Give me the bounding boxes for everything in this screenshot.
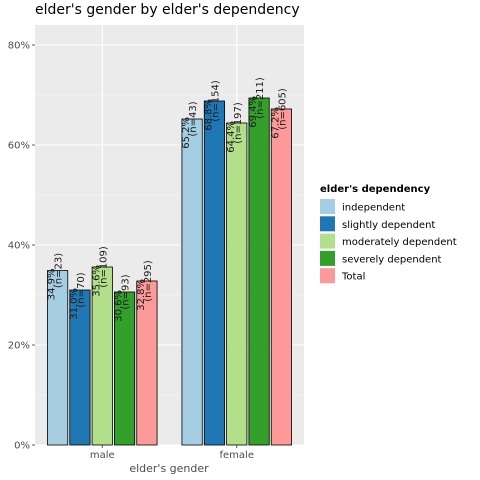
bar (226, 122, 248, 446)
bar (47, 270, 69, 446)
bar-n-label: (n=109) (98, 246, 109, 288)
bar (181, 118, 203, 446)
bar (136, 280, 158, 446)
y-tick-label: 20% (8, 341, 30, 352)
bar-labels: 34.9%(n=23)65.2%(n=43)31.0%(n=70)68.8%(n… (47, 77, 289, 322)
bar (270, 108, 292, 446)
bar-n-label: (n=43) (188, 101, 199, 136)
legend-label: slightly dependent (342, 220, 435, 231)
x-axis-title: elder's gender (129, 462, 209, 475)
bar-n-label: (n=605) (277, 88, 288, 130)
bar-pct-label: 35.6% (91, 265, 102, 297)
bar-n-label: (n=23) (54, 253, 65, 288)
bar-pct-label: 34.9% (47, 269, 58, 301)
bar (69, 289, 91, 446)
bar-n-label: (n=197) (233, 102, 244, 144)
legend-title: elder's dependency (320, 184, 431, 195)
legend-swatch (320, 268, 335, 284)
y-tick-label: 60% (8, 141, 30, 152)
legend-label: independent (342, 203, 405, 214)
legend-swatch (320, 233, 335, 249)
bar-pct-label: 67.2% (270, 107, 281, 139)
y-tick-label: 40% (8, 241, 30, 252)
bar-pct-label: 32.8% (136, 279, 147, 311)
bar-n-label: (n=295) (143, 260, 154, 302)
legend-label: moderately dependent (342, 237, 457, 248)
bar-n-label: (n=211) (255, 77, 266, 119)
legend-label: severely dependent (342, 254, 442, 265)
legend-swatch (320, 199, 335, 214)
bar-n-label: (n=154) (210, 80, 221, 122)
legend-label: Total (341, 272, 365, 283)
bar-pct-label: 64.4% (226, 121, 237, 153)
chart-title: elder's gender by elder's dependency (35, 2, 300, 18)
y-tick-label: 0% (14, 441, 30, 452)
bar-n-label: (n=93) (121, 274, 132, 309)
bar-pct-label: 31.0% (69, 288, 80, 320)
bar-pct-label: 65.2% (181, 117, 192, 149)
bar (248, 97, 270, 446)
legend: elder's dependency independent slightly d… (320, 184, 457, 284)
bar-pct-label: 30.6% (114, 290, 125, 322)
bar-pct-label: 69.4% (248, 96, 259, 128)
bars (47, 97, 292, 446)
x-tick-label: male (90, 450, 115, 461)
x-tick-label: female (220, 450, 254, 461)
legend-swatch (320, 216, 335, 232)
x-axis: male female (90, 445, 254, 461)
bar (114, 291, 136, 446)
legend-swatch (320, 250, 335, 266)
bar (203, 100, 225, 446)
y-tick-label: 80% (8, 41, 30, 52)
bar-pct-label: 68.8% (203, 99, 214, 131)
y-axis: 0% 20% 40% 60% 80% (8, 41, 35, 452)
bar-n-label: (n=70) (76, 272, 87, 307)
